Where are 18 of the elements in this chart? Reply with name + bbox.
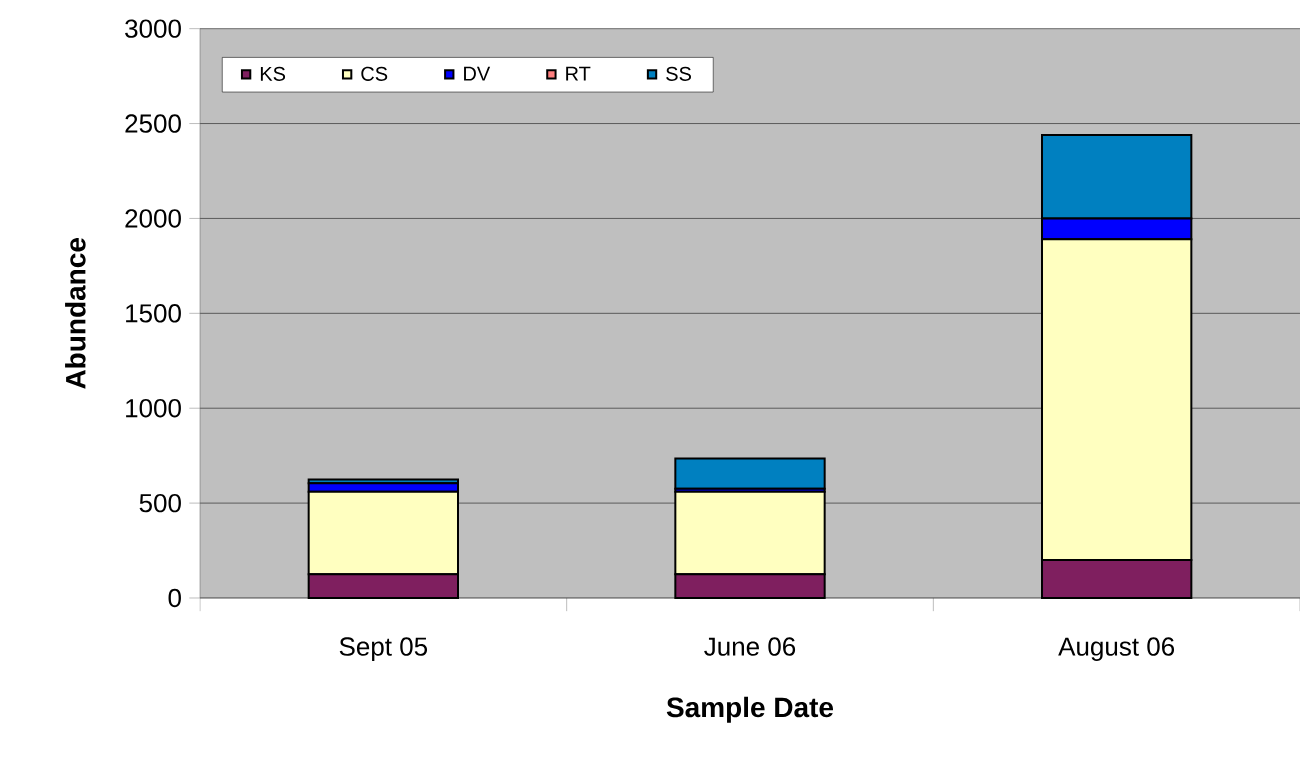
y-axis-title: Abundance: [65, 238, 86, 389]
y-tick-label: 500: [139, 493, 181, 513]
legend-label: RT: [566, 66, 591, 81]
y-tick-label: 2500: [125, 114, 181, 133]
legend-label: CS: [361, 66, 388, 81]
x-tick-label: August 06: [1058, 637, 1175, 661]
y-tick-label: 1500: [126, 304, 181, 323]
y-tick-label: 0: [168, 588, 181, 608]
x-tick-label: Sept 05: [339, 637, 428, 661]
y-tick-label: 2000: [125, 209, 181, 228]
bar: [674, 457, 826, 490]
legend-label: SS: [666, 66, 691, 81]
x-axis-title: Sample Date: [666, 696, 834, 723]
legend-label: DV: [464, 66, 491, 81]
y-tick-label: 1000: [126, 399, 181, 418]
y-tick-label: 3000: [125, 19, 181, 38]
x-tick-label: June 06: [704, 637, 796, 656]
legend-label: KS: [260, 66, 286, 81]
